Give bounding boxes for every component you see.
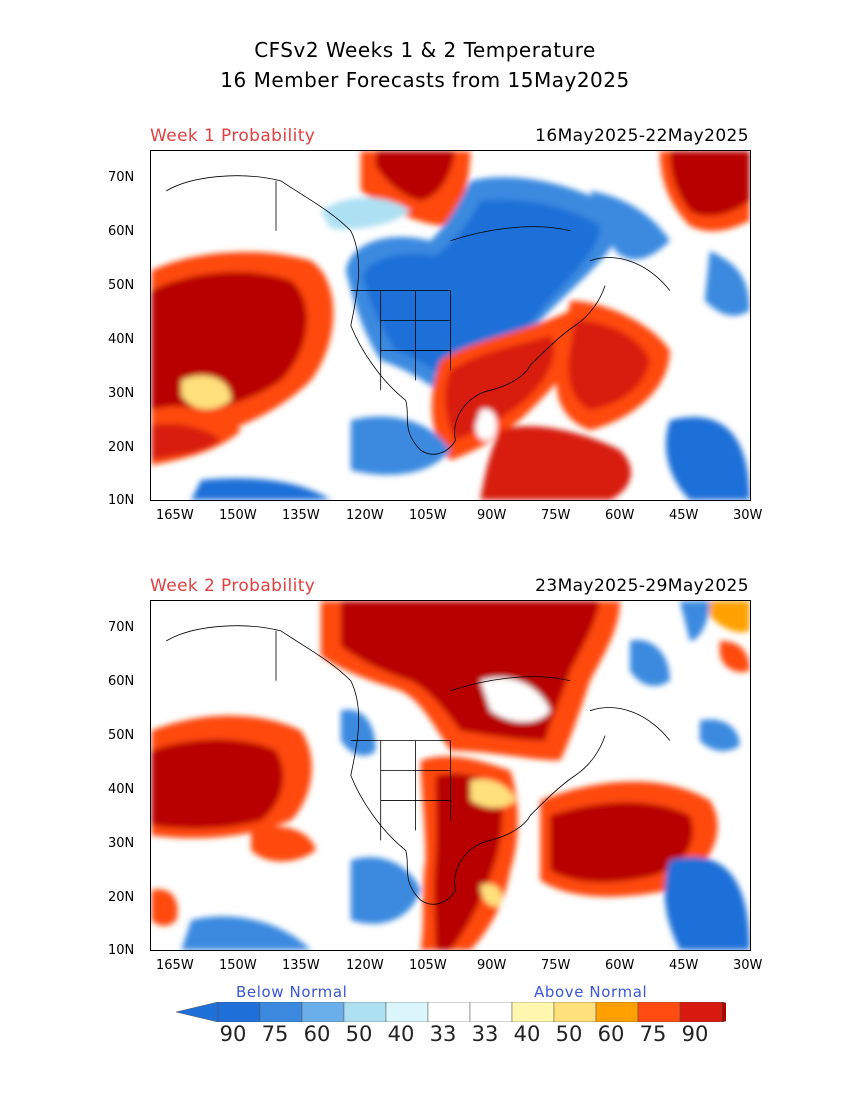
legend-value: 90 xyxy=(681,1022,709,1046)
week2-lon-45w: 45W xyxy=(669,958,699,973)
week2-lat-50n: 50N xyxy=(108,728,135,743)
legend-cell xyxy=(511,1002,555,1022)
legend-cell xyxy=(637,1002,681,1022)
week2-dates: 23May2025-29May2025 xyxy=(535,576,749,596)
legend-cell xyxy=(553,1002,597,1022)
week1-lat-10n: 10N xyxy=(108,493,135,508)
legend-value: 40 xyxy=(387,1022,415,1046)
week1-lat-30n: 30N xyxy=(108,386,135,401)
week2-map xyxy=(150,600,751,951)
week1-lat-40n: 40N xyxy=(108,332,135,347)
legend-cell xyxy=(469,1002,513,1022)
week1-lat-20n: 20N xyxy=(108,440,135,455)
legend-arrow-left xyxy=(176,1002,219,1022)
week1-dates: 16May2025-22May2025 xyxy=(535,126,749,146)
week1-lon-45w: 45W xyxy=(669,508,699,523)
week2-lon-30w: 30W xyxy=(733,958,763,973)
week2-lon-165w: 165W xyxy=(156,958,194,973)
legend-cell xyxy=(301,1002,345,1022)
week1-lon-135w: 135W xyxy=(282,508,320,523)
week2-lat-20n: 20N xyxy=(108,890,135,905)
legend-colorbar xyxy=(176,1002,726,1022)
legend-cell xyxy=(385,1002,429,1022)
week2-lon-135w: 135W xyxy=(282,958,320,973)
week1-probability-shading xyxy=(151,151,750,500)
week2-map-svg xyxy=(151,601,750,950)
chart-title-line2: 16 Member Forecasts from 15May2025 xyxy=(220,68,630,92)
week2-lon-150w: 150W xyxy=(219,958,257,973)
week1-lon-75w: 75W xyxy=(541,508,571,523)
week2-lon-60w: 60W xyxy=(605,958,635,973)
legend-value: 60 xyxy=(303,1022,331,1046)
legend-arrow-right xyxy=(721,1002,726,1022)
week2-probability-shading xyxy=(151,601,750,950)
legend-value: 33 xyxy=(429,1022,457,1046)
week1-map xyxy=(150,150,751,501)
week1-lon-60w: 60W xyxy=(605,508,635,523)
legend-cells xyxy=(176,1002,726,1022)
week1-lat-60n: 60N xyxy=(108,224,135,239)
week1-lon-150w: 150W xyxy=(219,508,257,523)
week1-map-svg xyxy=(151,151,750,500)
week1-lon-30w: 30W xyxy=(733,508,763,523)
week1-coastlines xyxy=(166,175,671,455)
week2-coastlines xyxy=(166,625,671,905)
legend-cell xyxy=(343,1002,387,1022)
week2-lon-120w: 120W xyxy=(346,958,384,973)
week2-lat-10n: 10N xyxy=(108,943,135,958)
week2-lon-105w: 105W xyxy=(409,958,447,973)
legend-value: 50 xyxy=(345,1022,373,1046)
legend-value: 50 xyxy=(555,1022,583,1046)
chart-title-line1: CFSv2 Weeks 1 & 2 Temperature xyxy=(254,38,596,62)
legend-cell xyxy=(259,1002,303,1022)
week2-lat-70n: 70N xyxy=(108,620,135,635)
legend-cell xyxy=(217,1002,261,1022)
week2-lat-40n: 40N xyxy=(108,782,135,797)
week2-lat-60n: 60N xyxy=(108,674,135,689)
legend-value: 75 xyxy=(261,1022,289,1046)
legend-cell xyxy=(595,1002,639,1022)
week1-lon-120w: 120W xyxy=(346,508,384,523)
legend-above-normal: Above Normal xyxy=(534,983,648,1001)
week1-lon-105w: 105W xyxy=(409,508,447,523)
week1-lon-90w: 90W xyxy=(477,508,507,523)
week2-lon-90w: 90W xyxy=(477,958,507,973)
week1-lon-165w: 165W xyxy=(156,508,194,523)
legend-cell xyxy=(427,1002,471,1022)
legend-cell xyxy=(679,1002,723,1022)
legend-value: 40 xyxy=(513,1022,541,1046)
week1-lat-70n: 70N xyxy=(108,170,135,185)
legend-value: 33 xyxy=(471,1022,499,1046)
week2-lon-75w: 75W xyxy=(541,958,571,973)
legend-below-normal: Below Normal xyxy=(236,983,348,1001)
week2-label: Week 2 Probability xyxy=(150,576,316,596)
legend-value: 60 xyxy=(597,1022,625,1046)
week1-label: Week 1 Probability xyxy=(150,126,316,146)
week1-lat-50n: 50N xyxy=(108,278,135,293)
legend-value: 75 xyxy=(639,1022,667,1046)
legend-value: 90 xyxy=(219,1022,247,1046)
week2-lat-30n: 30N xyxy=(108,836,135,851)
